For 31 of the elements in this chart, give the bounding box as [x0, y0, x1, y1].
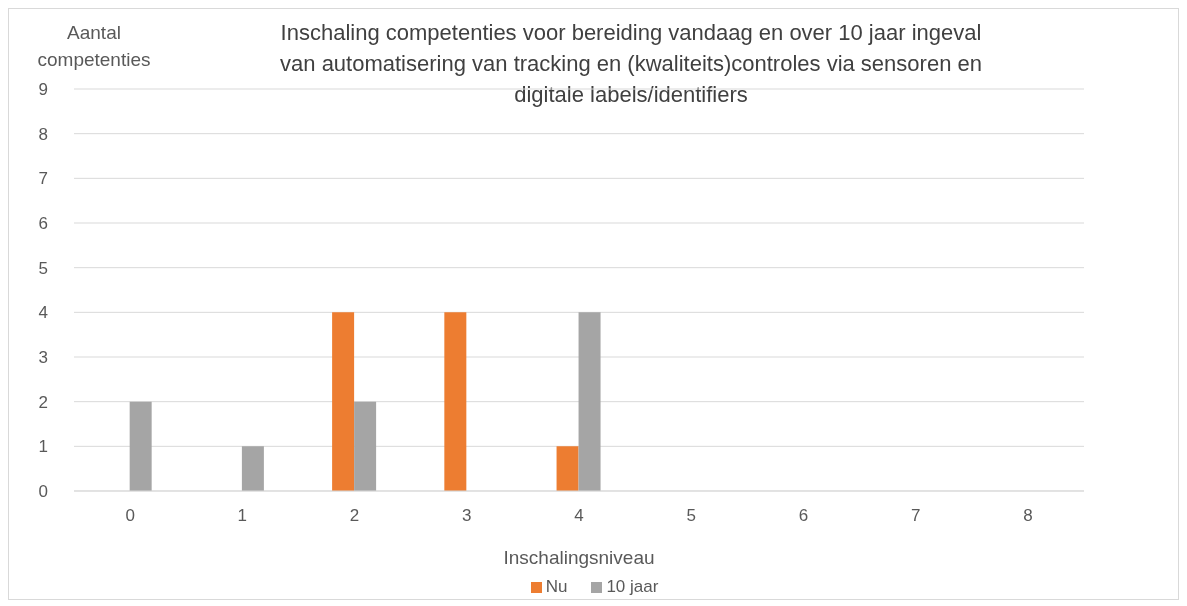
y-tick-label: 6	[38, 214, 48, 234]
y-tick-label: 2	[38, 392, 48, 412]
bar	[354, 401, 377, 491]
y-tick-label: 3	[38, 348, 48, 368]
bar	[241, 446, 264, 491]
bar	[332, 312, 355, 491]
x-tick-label: 7	[910, 506, 921, 526]
legend-label: Nu	[545, 577, 568, 597]
y-tick-label: 9	[38, 80, 48, 100]
x-tick-label: 3	[462, 506, 472, 526]
x-tick-label: 2	[349, 506, 360, 526]
y-tick-label: 8	[38, 124, 48, 144]
legend-label: 10 jaar	[606, 577, 659, 597]
x-tick-label: 0	[125, 506, 135, 526]
x-axis-title: Inschalingsniveau	[502, 547, 656, 569]
bar	[444, 312, 467, 491]
x-tick-label: 1	[237, 506, 248, 526]
bar	[578, 312, 601, 491]
y-tick-label: 5	[38, 258, 48, 278]
x-tick-label: 5	[686, 506, 696, 526]
x-tick-label: 6	[798, 506, 809, 526]
y-tick-label: 1	[38, 437, 48, 457]
chart-title: Inschaling competenties voor bereiding vandaag en over 10 jaar ingeval van automatisering van tracking en (kwaliteits)controles via sensoren en digitale labels/identifiers	[279, 19, 983, 109]
y-tick-label: 0	[38, 482, 48, 502]
x-tick-label: 4	[574, 506, 584, 526]
bar	[556, 446, 579, 491]
bar	[129, 401, 152, 491]
y-axis-title: Aantal competenties	[36, 21, 152, 72]
x-tick-label: 8	[1023, 506, 1033, 526]
y-tick-label: 7	[38, 169, 48, 189]
y-tick-label: 4	[38, 303, 48, 323]
